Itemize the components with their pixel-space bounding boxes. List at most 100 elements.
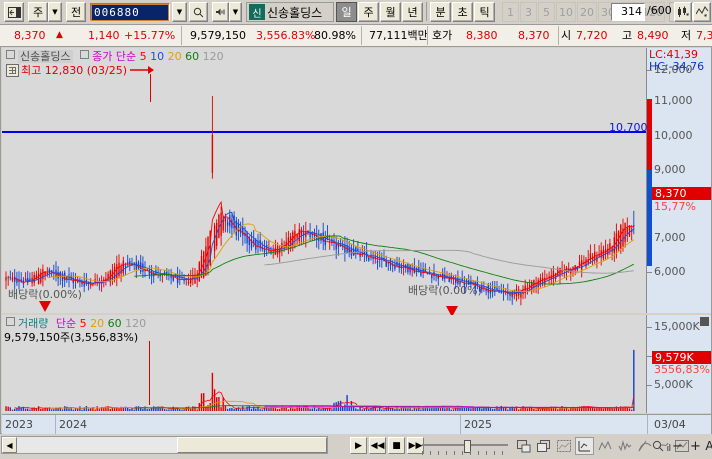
price-tick-6000: 6,000 [654, 265, 686, 278]
open-label: 시 [561, 29, 572, 42]
zoom-icon[interactable] [648, 437, 667, 455]
interval-button-5[interactable]: 5 [538, 2, 555, 22]
dividend-annotation-left: 배당락(0.00%) [8, 288, 82, 301]
bar-count-total: /600 [647, 4, 672, 17]
period-button-second[interactable]: 초 [452, 2, 473, 22]
price-tick-11000: 11,000 [654, 94, 693, 107]
interval-button-3[interactable]: 3 [520, 2, 537, 22]
date-label-2023: 2023 [5, 418, 33, 431]
hc-indicator: HC:-34,76 [649, 60, 705, 73]
bid-price: 8,370 [518, 29, 550, 42]
line-chart-icon[interactable] [693, 2, 711, 22]
period-button-tick[interactable]: 틱 [474, 2, 495, 22]
draw-curve-icon[interactable] [635, 437, 654, 455]
period-button-week[interactable]: 주 [358, 2, 379, 22]
period-button-minute[interactable]: 분 [430, 2, 451, 22]
rewind-icon[interactable]: ◀◀ [369, 437, 386, 454]
legend-ma60: 60 [185, 50, 200, 63]
volume-ratio: 80.98% [314, 29, 356, 42]
indicator-icon[interactable] [615, 437, 634, 455]
code-dropdown-button[interactable]: ▼ [172, 2, 187, 22]
period-button-month[interactable]: 월 [380, 2, 401, 22]
trade-amount: 77,111백만 [369, 29, 428, 42]
legend-volume-name: 거래량 [18, 317, 49, 330]
search-icon[interactable] [189, 2, 208, 22]
copy-chart-icon[interactable] [514, 437, 533, 455]
prev-button[interactable]: 전 [66, 2, 86, 22]
volume-tick-5000k: 5,000K [654, 378, 693, 391]
reference-price-line[interactable] [2, 131, 646, 133]
price-tick-7000: 7,000 [654, 231, 686, 244]
legend-volume-ma-label: 단순 [55, 317, 77, 330]
market-type-button[interactable]: 주 [28, 2, 48, 22]
current-price-tag: 8,370 [652, 187, 711, 200]
legend-checkbox-price[interactable] [6, 50, 15, 59]
font-size-button[interactable]: A [705, 439, 712, 453]
volume-value: 9,579,150 [190, 29, 246, 42]
legend-stock-name: 신송홀딩스 [18, 50, 73, 63]
duplicate-chart-icon[interactable] [534, 437, 553, 455]
bottom-toolbar: ◀ ▶ ◀◀ ■ ▶▶ − + A [0, 434, 712, 459]
stock-name-display[interactable]: 신 신송홀딩스 [246, 2, 334, 22]
maximize-icon[interactable] [700, 317, 709, 326]
stock-badge-icon: 신 [249, 4, 265, 20]
price-axis[interactable]: 12,000 11,000 10,000 9,000 7,000 6,000 8… [646, 48, 711, 313]
chart-container[interactable]: 신송홀딩스 종가 단순 5 10 20 60 120 최고 12,830 (03… [0, 46, 712, 434]
legend-ma120: 120 [202, 50, 224, 63]
grid-toggle-icon[interactable] [6, 64, 19, 77]
legend-vol-ma120: 120 [125, 317, 147, 330]
stop-icon[interactable]: ■ [388, 437, 405, 454]
sound-icon[interactable] [212, 2, 229, 22]
overlay-icon[interactable] [655, 437, 674, 455]
legend-checkbox-ma[interactable] [80, 50, 90, 59]
price-range-bar-down [647, 170, 652, 266]
candle-chart-icon[interactable] [674, 2, 692, 22]
volume-bars [5, 349, 635, 411]
volume-axis[interactable]: 15,000K 5,000K 9,579K 3556,83% [646, 315, 711, 413]
stock-name-label: 신송홀딩스 [267, 5, 323, 20]
current-price: 8,370 [14, 29, 46, 42]
date-label-current: 03/04 [654, 418, 686, 431]
select-area-icon[interactable] [554, 437, 573, 455]
scroll-left-icon[interactable]: ◀ [2, 437, 17, 453]
zoom-slider[interactable] [422, 440, 508, 455]
price-range-bar-up [647, 99, 652, 170]
save-image-icon[interactable] [672, 437, 691, 455]
open-price: 7,720 [576, 29, 608, 42]
period-button-year[interactable]: 년 [402, 2, 423, 22]
trend-line-icon[interactable] [595, 437, 614, 455]
volume-chart-panel[interactable]: 거래량 단순 5 20 60 120 9,579,150주(3,556,83%) [2, 315, 646, 413]
price-chart-panel[interactable]: 신송홀딩스 종가 단순 5 10 20 60 120 최고 12,830 (03… [2, 48, 646, 344]
dividend-annotation-right: 배당락(0.00%) [408, 284, 482, 297]
high-annotation-arrow [130, 66, 154, 74]
ask-price: 8,380 [466, 29, 498, 42]
price-summary-bar: 8,370 ▲ 1,140 +15.77% 9,579,150 3,556.83… [0, 25, 712, 47]
high-label: 고 [622, 29, 633, 42]
market-type-dropdown[interactable]: ▼ [48, 2, 62, 22]
volume-panel-legend: 거래량 단순 5 20 60 120 [6, 317, 146, 330]
crosshair-icon[interactable] [575, 437, 594, 455]
volume-tick-15000k: 15,000K [654, 320, 700, 333]
bar-count-input[interactable]: 314 [611, 3, 645, 21]
legend-ma10: 10 [150, 50, 165, 63]
interval-button-10[interactable]: 10 [556, 2, 576, 22]
panel-expand-button[interactable] [4, 2, 24, 22]
high-marker-line [150, 74, 151, 102]
date-label-2025: 2025 [464, 418, 492, 431]
zoom-out-button[interactable]: − [672, 438, 683, 454]
period-button-day[interactable]: 일 [336, 2, 357, 22]
stock-code-input[interactable]: 006880 [90, 3, 170, 21]
price-direction-arrow: ▲ [56, 30, 63, 40]
interval-button-20[interactable]: 20 [577, 2, 597, 22]
sound-dropdown-button[interactable]: ▼ [229, 2, 242, 22]
interval-button-1[interactable]: 1 [502, 2, 519, 22]
chart-scrollbar[interactable]: ◀ [1, 436, 328, 454]
legend-checkbox-volume[interactable] [6, 317, 15, 326]
zoom-in-button[interactable]: + [690, 438, 701, 454]
price-candles [5, 96, 635, 306]
scrollbar-thumb[interactable] [177, 437, 327, 453]
legend-vol-ma20: 20 [90, 317, 105, 330]
play-icon[interactable]: ▶ [350, 437, 367, 454]
price-tick-9000: 9,000 [654, 163, 686, 176]
